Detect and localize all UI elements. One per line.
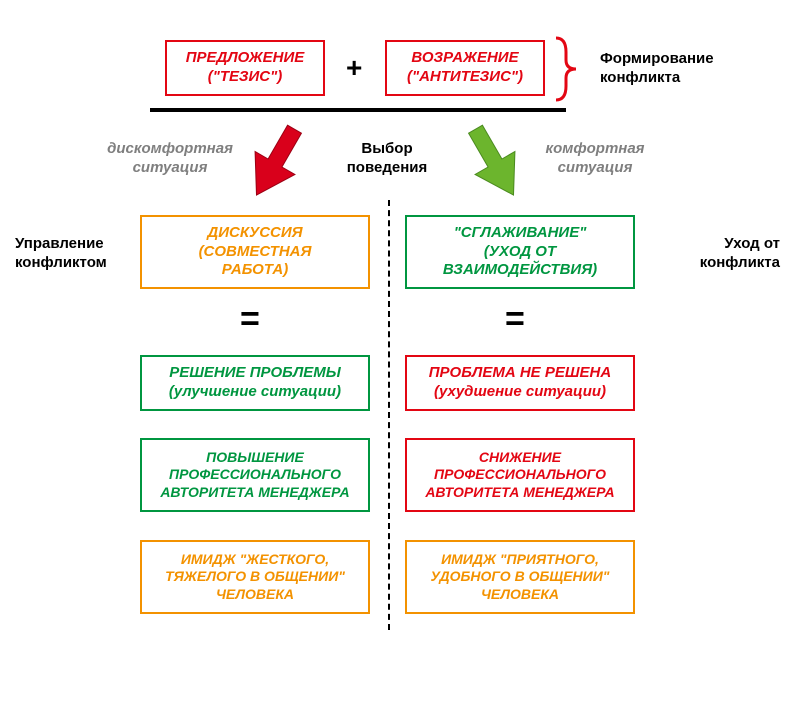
vertical-divider: [388, 200, 390, 630]
anti-line2: ("АНТИТЕЗИС"): [395, 68, 535, 87]
mc-l2: конфликтом: [15, 254, 107, 271]
r1a: "СГЛАЖИВАНИЕ": [415, 224, 625, 243]
left-b4: ИМИДЖ "ЖЕСТКОГО, ТЯЖЕЛОГО В ОБЩЕНИИ" ЧЕЛ…: [140, 540, 370, 614]
l4c: ЧЕЛОВЕКА: [150, 586, 360, 604]
comfort-label: комфортная ситуация: [520, 140, 670, 178]
r1b: (УХОД ОТ: [415, 243, 625, 262]
choice-l2: поведения: [347, 159, 428, 176]
anti-line1: ВОЗРАЖЕНИЕ: [395, 49, 535, 68]
r2b: (ухудшение ситуации): [415, 383, 625, 402]
r3b: ПРОФЕССИОНАЛЬНОГО: [415, 466, 625, 484]
right-b3: СНИЖЕНИЕ ПРОФЕССИОНАЛЬНОГО АВТОРИТЕТА МЕ…: [405, 438, 635, 512]
formation-label: Формирование конфликта: [600, 50, 750, 88]
disc-l2: ситуация: [133, 159, 208, 176]
l3b: ПРОФЕССИОНАЛЬНОГО: [150, 466, 360, 484]
thesis-line1: ПРЕДЛОЖЕНИЕ: [175, 49, 315, 68]
left-b1: ДИСКУССИЯ (СОВМЕСТНАЯ РАБОТА): [140, 215, 370, 289]
choice-label: Выбор поведения: [312, 140, 462, 178]
brace-icon: [552, 36, 582, 102]
r3a: СНИЖЕНИЕ: [415, 449, 625, 467]
avoid-conflict-label: Уход от конфликта: [660, 235, 780, 273]
thesis-line2: ("ТЕЗИС"): [175, 68, 315, 87]
horizontal-rule: [150, 108, 566, 112]
l4b: ТЯЖЕЛОГО В ОБЩЕНИИ": [150, 568, 360, 586]
l3a: ПОВЫШЕНИЕ: [150, 449, 360, 467]
formation-l2: конфликта: [600, 69, 680, 86]
l3c: АВТОРИТЕТА МЕНЕДЖЕРА: [150, 484, 360, 502]
l1c: РАБОТА): [150, 261, 360, 280]
right-b2: ПРОБЛЕМА НЕ РЕШЕНА (ухудшение ситуации): [405, 355, 635, 411]
ac-l1: Уход от: [724, 235, 780, 252]
comf-l1: комфортная: [545, 140, 644, 157]
l1b: (СОВМЕСТНАЯ: [150, 243, 360, 262]
left-b3: ПОВЫШЕНИЕ ПРОФЕССИОНАЛЬНОГО АВТОРИТЕТА М…: [140, 438, 370, 512]
l1a: ДИСКУССИЯ: [150, 224, 360, 243]
r4a: ИМИДЖ "ПРИЯТНОГО,: [415, 551, 625, 569]
disc-l1: дискомфортная: [107, 140, 233, 157]
right-b1: "СГЛАЖИВАНИЕ" (УХОД ОТ ВЗАИМОДЕЙСТВИЯ): [405, 215, 635, 289]
l2b: (улучшение ситуации): [150, 383, 360, 402]
left-b2: РЕШЕНИЕ ПРОБЛЕМЫ (улучшение ситуации): [140, 355, 370, 411]
mc-l1: Управление: [15, 235, 104, 252]
discomfort-label: дискомфортная ситуация: [90, 140, 250, 178]
r4c: ЧЕЛОВЕКА: [415, 586, 625, 604]
equals-right: =: [505, 300, 525, 339]
r1c: ВЗАИМОДЕЙСТВИЯ): [415, 261, 625, 280]
arrow-green-icon: [460, 118, 530, 208]
choice-l1: Выбор: [361, 140, 412, 157]
manage-conflict-label: Управление конфликтом: [15, 235, 130, 273]
antithesis-box: ВОЗРАЖЕНИЕ ("АНТИТЕЗИС"): [385, 40, 545, 96]
ac-l2: конфликта: [700, 254, 780, 271]
comf-l2: ситуация: [558, 159, 633, 176]
formation-l1: Формирование: [600, 50, 714, 67]
plus-sign: +: [346, 52, 362, 84]
right-b4: ИМИДЖ "ПРИЯТНОГО, УДОБНОГО В ОБЩЕНИИ" ЧЕ…: [405, 540, 635, 614]
equals-left: =: [240, 300, 260, 339]
r3c: АВТОРИТЕТА МЕНЕДЖЕРА: [415, 484, 625, 502]
r2a: ПРОБЛЕМА НЕ РЕШЕНА: [415, 364, 625, 383]
arrow-red-icon: [240, 118, 310, 208]
thesis-box: ПРЕДЛОЖЕНИЕ ("ТЕЗИС"): [165, 40, 325, 96]
l2a: РЕШЕНИЕ ПРОБЛЕМЫ: [150, 364, 360, 383]
r4b: УДОБНОГО В ОБЩЕНИИ": [415, 568, 625, 586]
l4a: ИМИДЖ "ЖЕСТКОГО,: [150, 551, 360, 569]
